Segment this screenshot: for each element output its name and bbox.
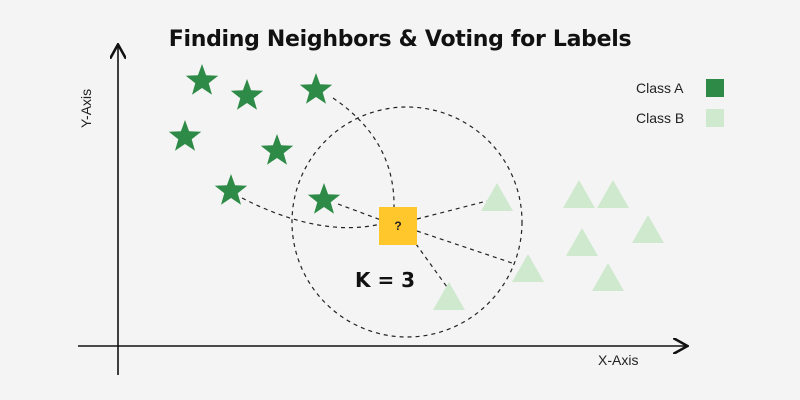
legend-swatch bbox=[706, 79, 724, 97]
class-b-triangle bbox=[481, 183, 513, 211]
class-a-star bbox=[168, 120, 202, 151]
class-b-triangle bbox=[597, 180, 629, 208]
distance-line bbox=[241, 197, 382, 229]
legend-label: Class A bbox=[636, 80, 684, 96]
class-a-points bbox=[168, 64, 341, 214]
legend-label: Class B bbox=[636, 110, 685, 126]
query-point-label: ? bbox=[394, 219, 402, 233]
legend-item-class-b: Class B bbox=[636, 108, 724, 128]
distance-line bbox=[332, 97, 395, 208]
diagram-title: Finding Neighbors & Voting for Labels bbox=[168, 27, 632, 52]
x-axis-label: X-Axis bbox=[598, 352, 639, 368]
class-a-star bbox=[230, 79, 264, 110]
class-b-triangle bbox=[563, 180, 595, 208]
class-b-triangle bbox=[592, 263, 624, 291]
query-point: ? bbox=[379, 207, 417, 245]
class-a-star bbox=[299, 73, 333, 104]
distance-lines bbox=[241, 97, 516, 288]
distance-line bbox=[415, 243, 448, 288]
legend-swatch bbox=[706, 109, 724, 127]
y-axis-label: Y-Axis bbox=[78, 88, 94, 128]
class-a-star bbox=[185, 64, 219, 95]
legend-item-class-a: Class A bbox=[636, 78, 724, 98]
class-b-triangle bbox=[512, 254, 544, 282]
legend: Class A Class B bbox=[636, 78, 724, 138]
class-b-triangle bbox=[566, 228, 598, 256]
class-b-points bbox=[433, 180, 664, 310]
class-a-star bbox=[214, 174, 248, 205]
class-a-star bbox=[307, 183, 341, 214]
class-b-triangle bbox=[632, 215, 664, 243]
distance-line bbox=[337, 203, 382, 221]
k-neighborhood-circle bbox=[291, 106, 523, 338]
class-a-star bbox=[260, 134, 294, 165]
class-b-triangle bbox=[433, 282, 465, 310]
distance-line bbox=[416, 230, 516, 265]
k-value-label: K = 3 bbox=[355, 268, 416, 292]
distance-line bbox=[416, 200, 488, 220]
